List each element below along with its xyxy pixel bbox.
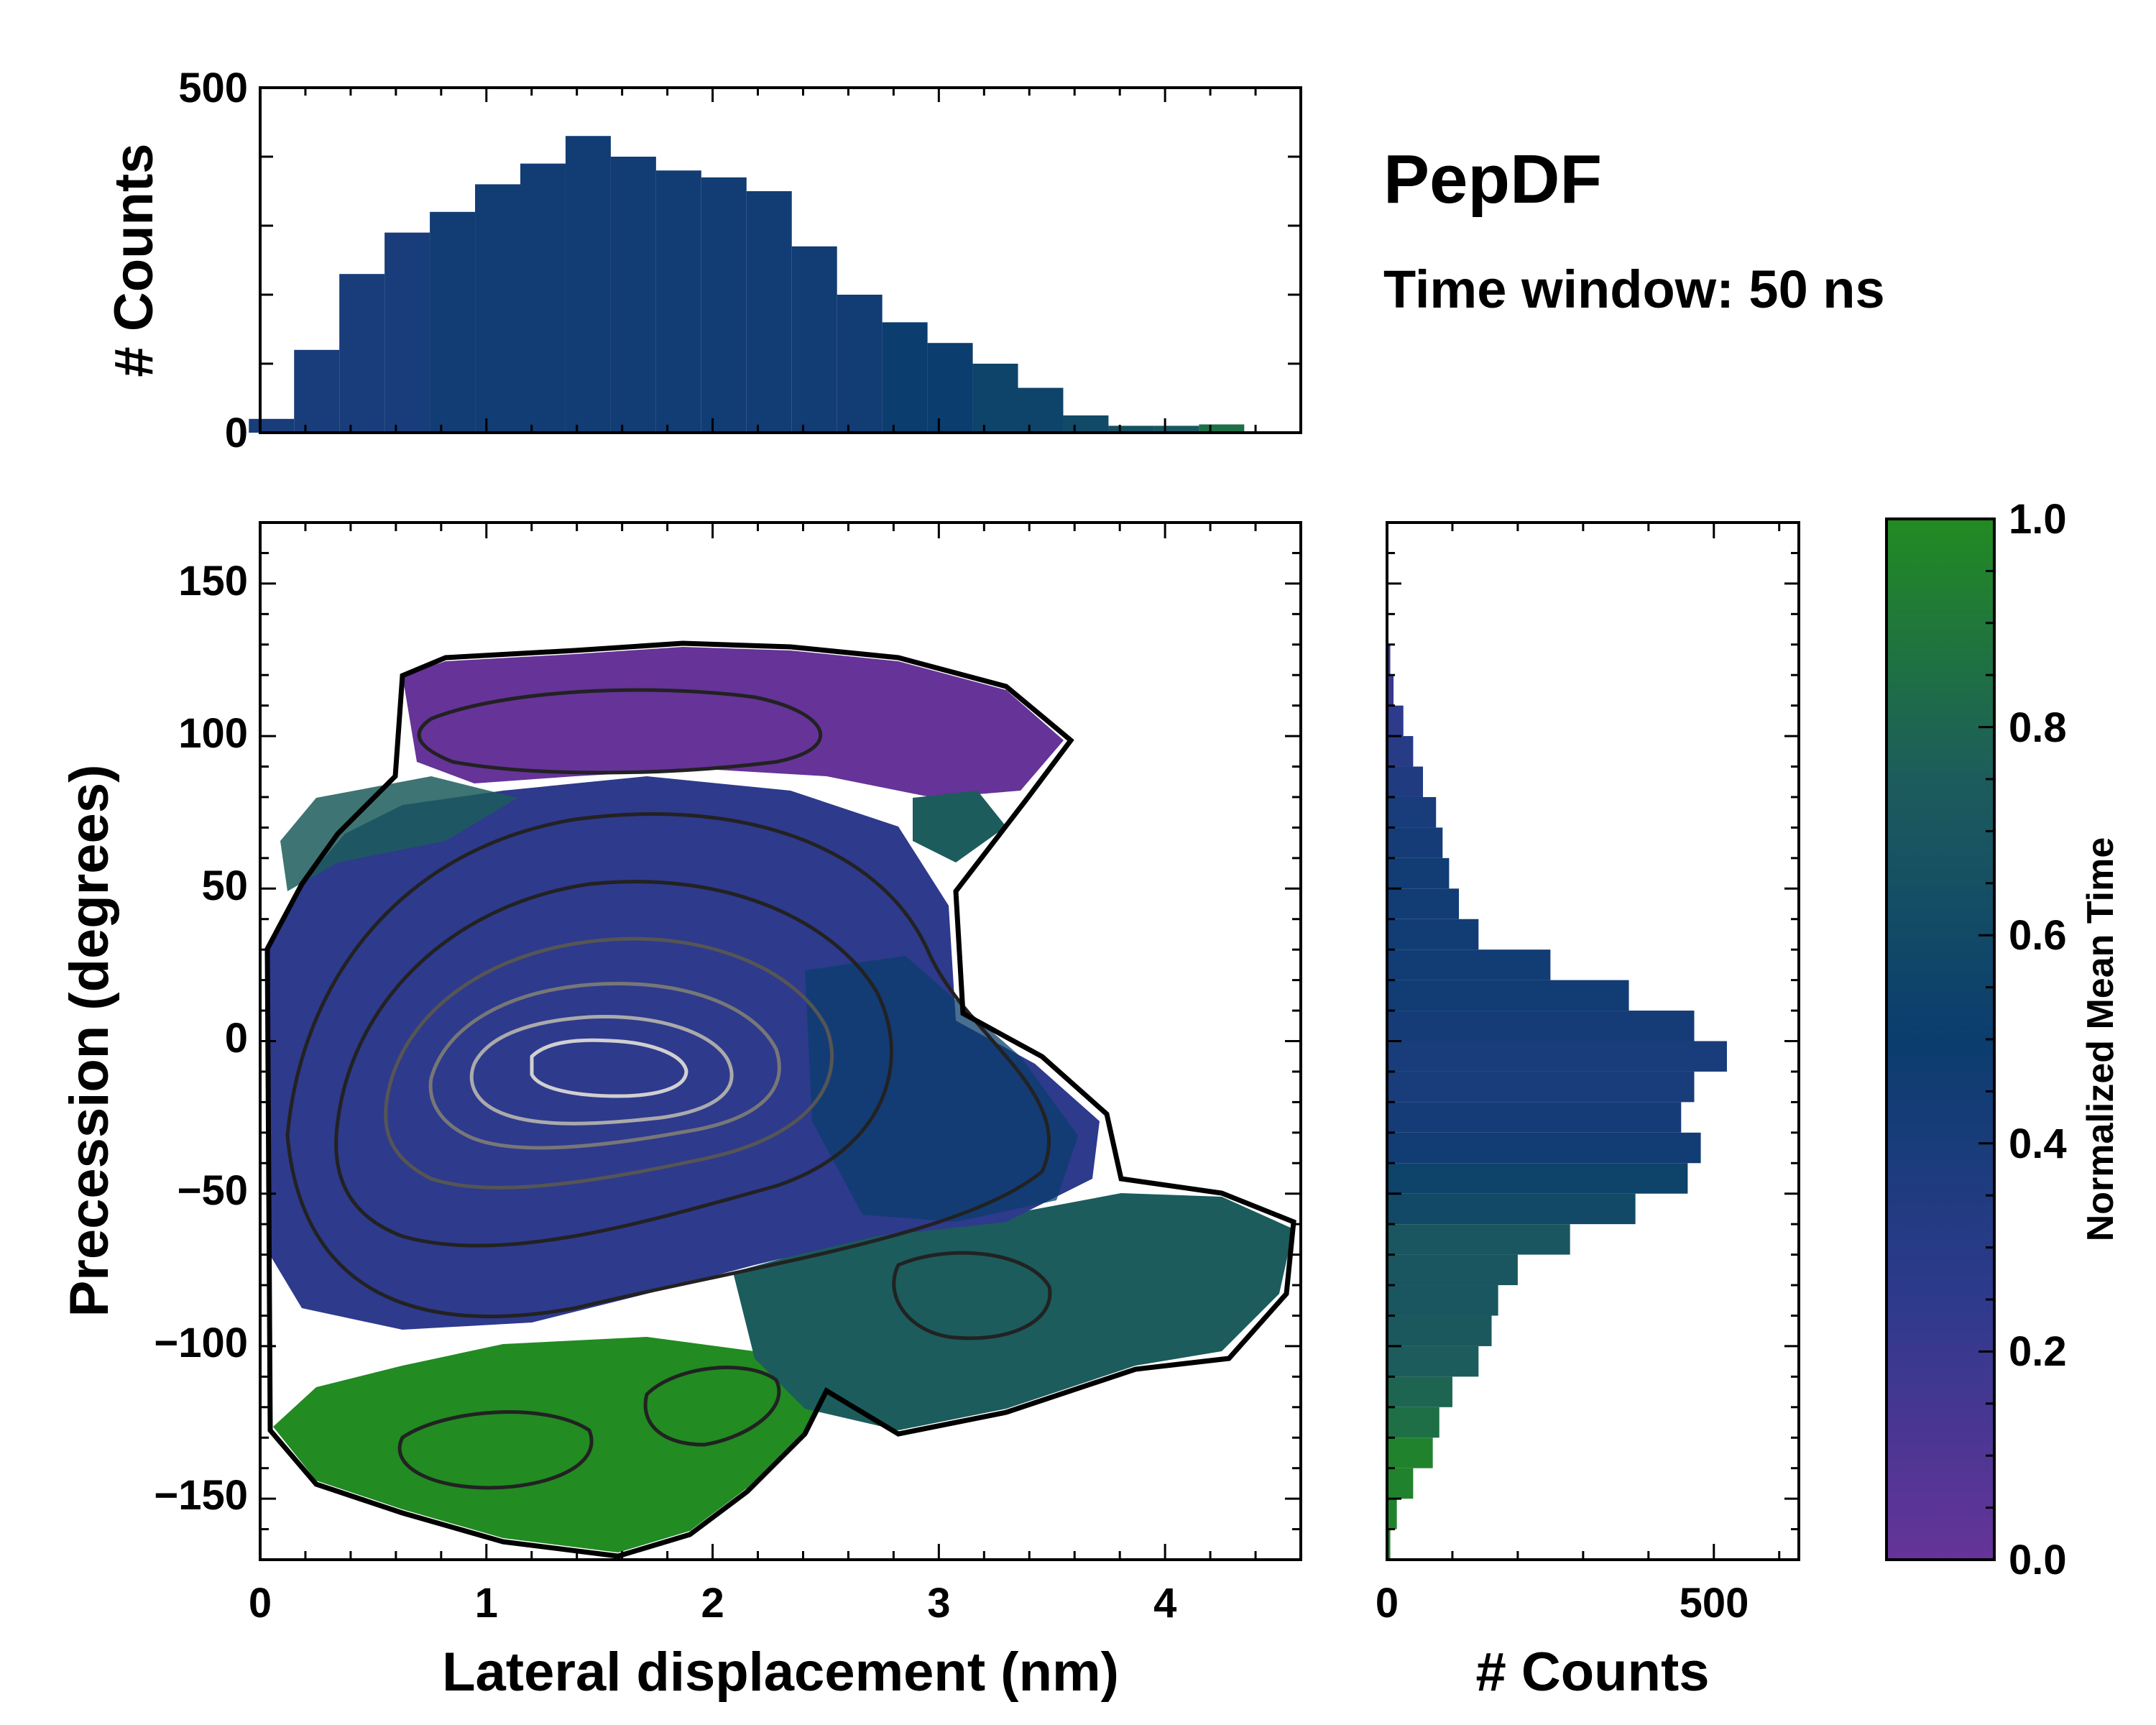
right-histogram-bar bbox=[1387, 1102, 1682, 1133]
top-histogram-bar bbox=[565, 136, 611, 433]
right-histogram-bar bbox=[1387, 644, 1391, 676]
colorbar-label: Normalized Mean Time bbox=[2080, 837, 2122, 1242]
top-histogram-bar bbox=[475, 184, 520, 433]
colorbar-tick-0-6: 0.6 bbox=[2009, 912, 2067, 959]
right-histogram-bar bbox=[1387, 1468, 1414, 1499]
top-hist-ytick-0: 0 bbox=[225, 410, 248, 456]
main-ytick-0: 0 bbox=[225, 1015, 248, 1062]
right-histogram-bar bbox=[1387, 1132, 1701, 1164]
region-right-lobe bbox=[733, 1193, 1294, 1430]
main-ytick-100: 100 bbox=[178, 710, 248, 757]
top-histogram-bar bbox=[972, 364, 1018, 433]
right-histogram-bar bbox=[1387, 827, 1443, 858]
top-histogram-bar bbox=[882, 322, 928, 433]
right-histogram-bar bbox=[1387, 1041, 1727, 1072]
right-histogram-bar bbox=[1387, 1499, 1397, 1530]
right-histogram-bar bbox=[1387, 1224, 1570, 1255]
right-histogram-bar bbox=[1387, 705, 1404, 737]
top-histogram-bar bbox=[520, 163, 566, 433]
right-histogram-bar bbox=[1387, 766, 1424, 797]
figure-subtitle: Time window: 50 ns bbox=[1383, 259, 1885, 319]
main-heatmap: 150 100 50 0 −50 −100 −150 0 1 2 3 4 Lat… bbox=[59, 521, 1302, 1703]
colorbar-tick-1-0: 1.0 bbox=[2009, 496, 2067, 543]
right-histogram-bar bbox=[1387, 1376, 1452, 1407]
figure-title: PepDF bbox=[1383, 141, 1602, 218]
main-ytick-50: 50 bbox=[201, 862, 248, 909]
colorbar-gradient bbox=[1885, 518, 1996, 1561]
top-histogram-bar bbox=[339, 274, 385, 433]
main-xlabel: Lateral displacement (nm) bbox=[442, 1642, 1119, 1703]
main-xtick-3: 3 bbox=[927, 1580, 950, 1627]
right-histogram-bar bbox=[1387, 980, 1629, 1011]
colorbar-tick-0-4: 0.4 bbox=[2009, 1121, 2067, 1167]
top-histogram-bar bbox=[430, 211, 476, 433]
top-histogram-bar bbox=[701, 177, 747, 433]
region-teal-band bbox=[280, 776, 517, 891]
right-histogram-bar bbox=[1387, 1346, 1479, 1377]
top-histogram-bar bbox=[1063, 415, 1109, 433]
right-histogram-bar bbox=[1387, 736, 1414, 767]
top-histogram-bar bbox=[249, 418, 295, 433]
main-xtick-2: 2 bbox=[701, 1580, 724, 1627]
right-histogram-bar bbox=[1387, 1407, 1439, 1438]
region-core-blue bbox=[805, 956, 1078, 1222]
colorbar-tick-0-2: 0.2 bbox=[2009, 1328, 2067, 1375]
right-histogram-bar bbox=[1387, 919, 1479, 950]
top-histogram-bar bbox=[294, 349, 340, 433]
main-ytick-minus-150: −150 bbox=[154, 1472, 248, 1519]
top-histogram-bar bbox=[1108, 426, 1154, 433]
right-histogram-bar bbox=[1387, 1285, 1498, 1316]
right-hist-xlabel: # Counts bbox=[1475, 1642, 1709, 1703]
right-histogram-bar bbox=[1387, 1254, 1518, 1286]
main-ytick-minus-100: −100 bbox=[154, 1320, 248, 1366]
top-histogram-bar bbox=[1018, 387, 1064, 433]
region-upper bbox=[402, 647, 1064, 798]
density-contours bbox=[285, 688, 1052, 1490]
colorbar-tick-0-8: 0.8 bbox=[2009, 704, 2067, 751]
right-hist-xtick-500: 500 bbox=[1680, 1580, 1749, 1627]
region-bottom bbox=[273, 1337, 826, 1552]
right-histogram-bar bbox=[1387, 1438, 1433, 1468]
top-histogram-bar bbox=[746, 191, 792, 433]
main-ytick-minus-50: −50 bbox=[178, 1167, 248, 1214]
right-histogram-bar bbox=[1387, 1529, 1391, 1560]
top-histogram-bar bbox=[837, 295, 883, 433]
main-ylabel: Precession (degrees) bbox=[59, 765, 120, 1317]
right-histogram-bar bbox=[1387, 888, 1460, 919]
right-histogram-bar bbox=[1387, 1071, 1695, 1103]
right-histogram: 0 500 # Counts bbox=[1376, 521, 1800, 1703]
top-histogram: 500 0 # Counts bbox=[103, 65, 1302, 456]
top-histogram-bar bbox=[384, 232, 430, 433]
top-histogram-bar bbox=[1199, 424, 1245, 433]
main-heatmap-frame bbox=[259, 521, 1302, 1561]
right-histogram-bar bbox=[1387, 796, 1437, 828]
top-histogram-bar bbox=[610, 157, 656, 433]
right-hist-xtick-0: 0 bbox=[1376, 1580, 1399, 1627]
main-xtick-0: 0 bbox=[249, 1580, 272, 1627]
colorbar-tick-0-0: 0.0 bbox=[2009, 1537, 2067, 1583]
top-hist-ytick-500: 500 bbox=[178, 65, 248, 111]
right-histogram-bar bbox=[1387, 1315, 1492, 1346]
right-histogram-bar bbox=[1387, 1163, 1688, 1194]
colorbar: 0.0 0.2 0.4 0.6 0.8 1.0 Normalized Mean … bbox=[1885, 496, 2122, 1583]
right-histogram-frame bbox=[1386, 521, 1800, 1561]
top-histogram-bar bbox=[927, 343, 973, 433]
top-histogram-frame bbox=[259, 86, 1302, 434]
main-xtick-1: 1 bbox=[475, 1580, 498, 1627]
right-histogram-bar bbox=[1387, 857, 1450, 889]
right-histogram-bar bbox=[1387, 675, 1394, 706]
top-hist-ylabel: # Counts bbox=[103, 143, 165, 377]
right-histogram-bar bbox=[1387, 949, 1551, 980]
right-histogram-bar bbox=[1387, 1011, 1695, 1041]
top-histogram-bar bbox=[1153, 426, 1199, 433]
main-xtick-4: 4 bbox=[1153, 1580, 1176, 1627]
top-histogram-bar bbox=[791, 246, 837, 433]
right-histogram-bar bbox=[1387, 1193, 1636, 1225]
main-ytick-150: 150 bbox=[178, 558, 248, 604]
outer-contour bbox=[264, 640, 1296, 1559]
region-upper-green bbox=[913, 791, 1006, 862]
top-histogram-bar bbox=[655, 170, 701, 433]
